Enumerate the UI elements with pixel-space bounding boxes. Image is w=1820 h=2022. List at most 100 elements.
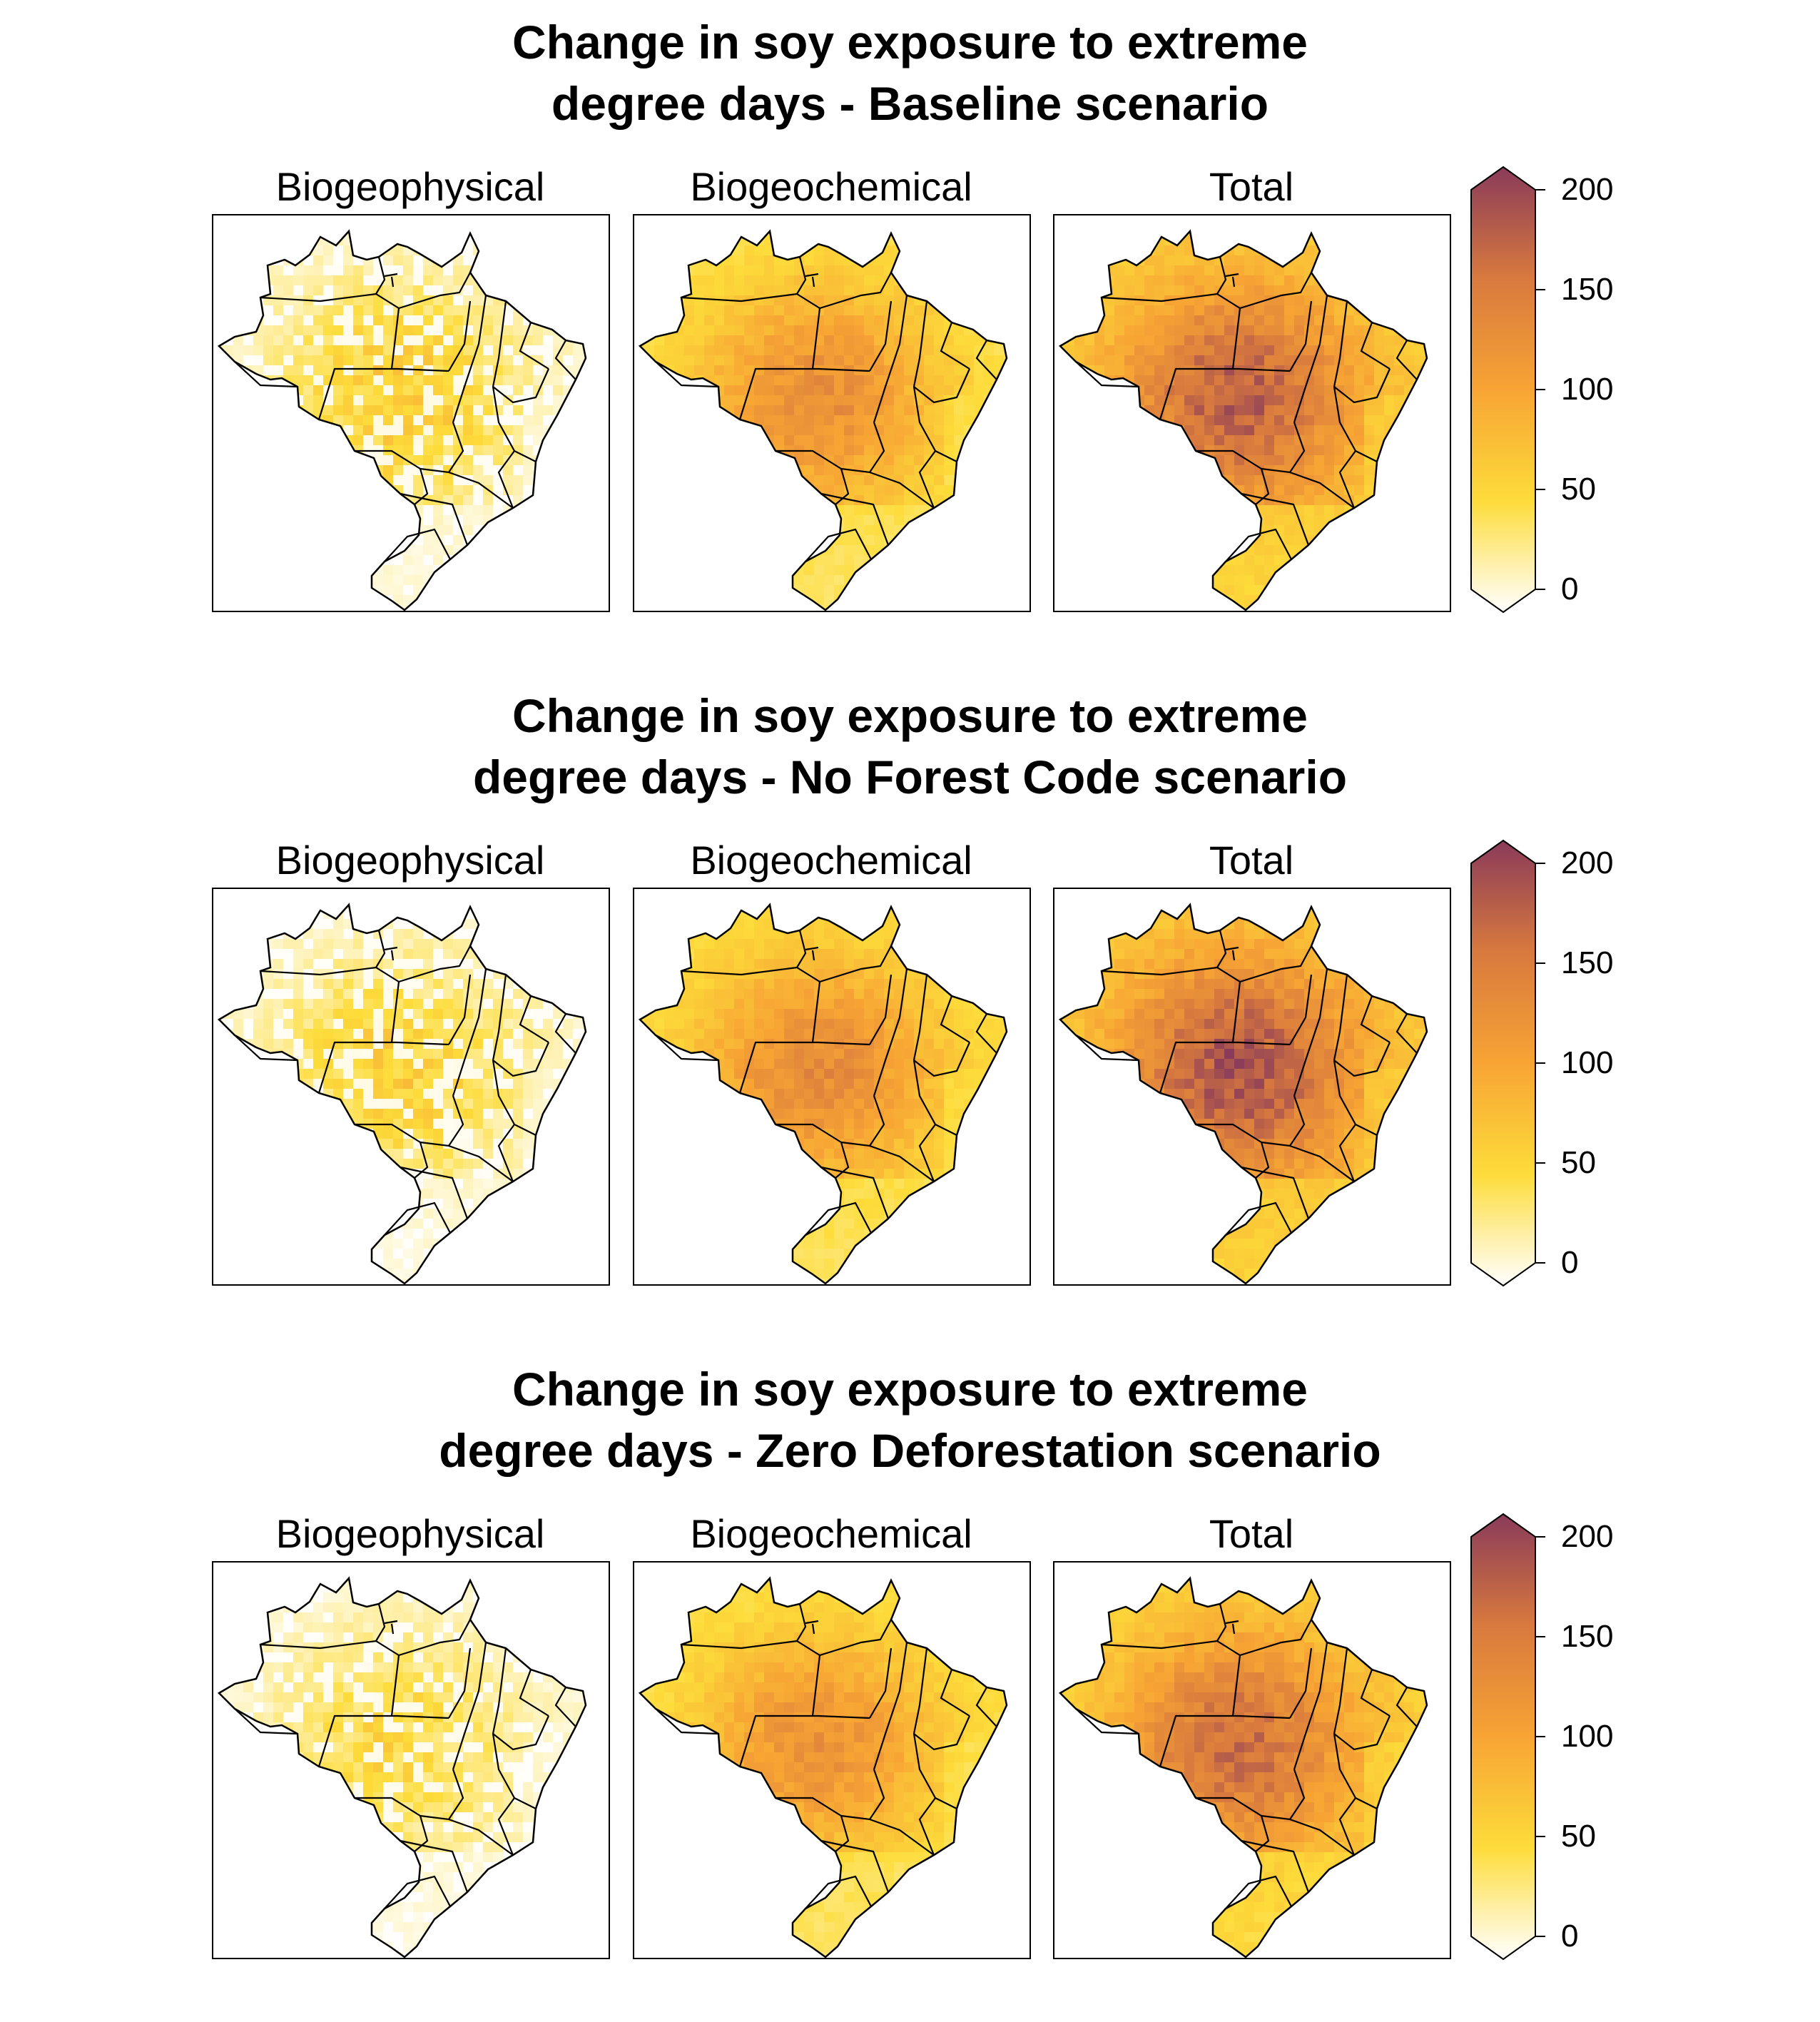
heatmap-cell <box>694 355 705 366</box>
heatmap-cell <box>1224 505 1235 516</box>
heatmap-cell <box>1164 525 1175 536</box>
heatmap-cell <box>824 375 835 386</box>
heatmap-cell <box>924 385 935 396</box>
heatmap-cell <box>303 465 314 476</box>
heatmap-cell <box>1124 395 1135 406</box>
heatmap-cell <box>223 455 234 466</box>
heatmap-cell <box>253 585 264 596</box>
heatmap-cell <box>1214 305 1225 316</box>
heatmap-cell <box>640 375 645 386</box>
heatmap-cell <box>654 385 665 396</box>
heatmap-cell <box>874 235 885 246</box>
heatmap-cell <box>1124 415 1135 426</box>
heatmap-cell <box>1184 255 1195 266</box>
heatmap-cell <box>704 565 715 576</box>
heatmap-cell <box>393 365 404 376</box>
heatmap-cell <box>1414 235 1425 246</box>
heatmap-cell <box>724 305 735 316</box>
heatmap-cell <box>1074 505 1085 516</box>
heatmap-cell <box>293 495 304 506</box>
heatmap-cell <box>1304 505 1315 516</box>
heatmap-cell <box>1284 375 1295 386</box>
heatmap-cell <box>593 235 604 246</box>
heatmap-cell <box>533 505 544 516</box>
heatmap-cell <box>463 585 474 596</box>
heatmap-cell <box>894 415 905 426</box>
heatmap-cell <box>1344 265 1355 276</box>
heatmap-cell <box>333 435 344 446</box>
heatmap-cell <box>243 345 254 356</box>
heatmap-cell <box>473 315 484 326</box>
heatmap-cell <box>413 565 424 576</box>
heatmap-cell <box>223 445 234 456</box>
heatmap-cell <box>333 385 344 396</box>
heatmap-cell <box>844 595 855 606</box>
heatmap-cell <box>463 505 474 516</box>
heatmap-cell <box>1024 395 1030 406</box>
heatmap-cell <box>283 535 294 546</box>
heatmap-cell <box>263 585 274 596</box>
heatmap-cell <box>974 255 985 266</box>
heatmap-cell <box>904 535 915 546</box>
heatmap-cell <box>1394 435 1405 446</box>
heatmap-cell <box>884 215 895 226</box>
heatmap-cell <box>1344 545 1355 556</box>
heatmap-cell <box>273 355 284 366</box>
heatmap-cell <box>954 405 965 416</box>
heatmap-cell <box>443 375 454 386</box>
heatmap-cell <box>944 555 955 566</box>
heatmap-cell <box>323 275 334 286</box>
heatmap-cell <box>884 255 895 266</box>
heatmap-cell <box>1254 335 1265 346</box>
heatmap-cell <box>844 455 855 466</box>
heatmap-cell <box>1124 555 1135 566</box>
heatmap-cell <box>1184 525 1195 536</box>
heatmap-cell <box>503 375 514 386</box>
heatmap-cell <box>1014 265 1025 276</box>
heatmap-cell <box>864 565 875 576</box>
heatmap-cell <box>1344 445 1355 456</box>
heatmap-cell <box>1314 335 1325 346</box>
heatmap-cell <box>694 265 705 276</box>
heatmap-cell <box>1024 365 1030 376</box>
heatmap-cell <box>814 435 825 446</box>
heatmap-cell <box>774 575 785 586</box>
heatmap-cell <box>573 215 584 226</box>
heatmap-cell <box>894 425 905 436</box>
heatmap-cell <box>373 215 384 226</box>
heatmap-cell <box>403 585 414 596</box>
heatmap-cell <box>423 215 434 226</box>
heatmap-cell <box>884 285 895 296</box>
heatmap-cell <box>904 255 915 266</box>
heatmap-cell <box>473 485 484 496</box>
heatmap-cell <box>493 505 504 516</box>
heatmap-cell <box>463 385 474 396</box>
heatmap-cell <box>1014 385 1025 396</box>
heatmap-cell <box>1314 545 1325 556</box>
heatmap-cell <box>1004 335 1007 346</box>
heatmap-cell <box>323 285 334 296</box>
heatmap-cell <box>774 325 785 336</box>
heatmap-cell <box>904 355 915 366</box>
heatmap-cell <box>684 575 695 586</box>
heatmap-cell <box>1284 515 1295 526</box>
heatmap-cell <box>904 245 915 256</box>
heatmap-cell <box>543 555 554 566</box>
heatmap-cell <box>1254 575 1265 586</box>
heatmap-cell <box>1264 395 1275 406</box>
heatmap-cell <box>834 455 845 466</box>
heatmap-cell <box>640 395 645 406</box>
state-border <box>1261 422 1306 474</box>
heatmap-cell <box>1174 365 1185 376</box>
heatmap-cell <box>243 909 254 920</box>
heatmap-cell <box>1254 231 1265 236</box>
heatmap-cell <box>523 595 534 606</box>
heatmap-cell <box>543 445 554 456</box>
heatmap-cell <box>263 605 274 610</box>
heatmap-cell <box>814 445 825 456</box>
heatmap-cell <box>1284 265 1295 276</box>
heatmap-cell <box>1124 435 1135 446</box>
heatmap-cell <box>1264 235 1275 246</box>
heatmap-cell <box>724 355 735 366</box>
heatmap-cell <box>513 255 524 266</box>
